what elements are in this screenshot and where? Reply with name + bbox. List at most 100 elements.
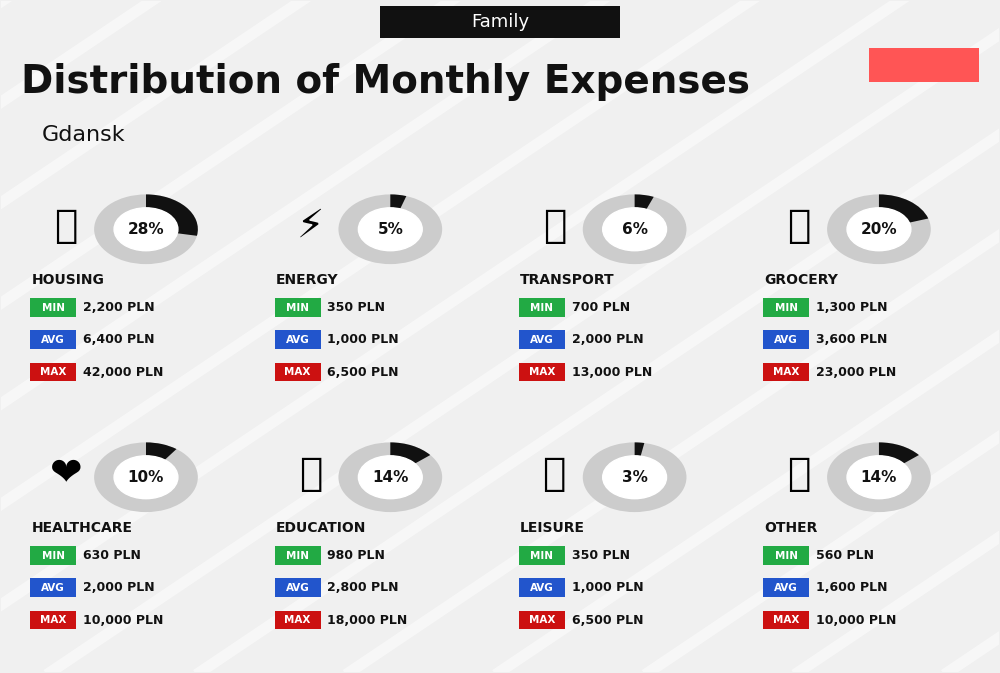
Text: Distribution of Monthly Expenses: Distribution of Monthly Expenses — [21, 63, 750, 101]
Text: AVG: AVG — [530, 583, 554, 593]
FancyBboxPatch shape — [30, 330, 76, 349]
Text: 42,000 PLN: 42,000 PLN — [83, 365, 164, 378]
Circle shape — [847, 208, 911, 251]
Text: 6,400 PLN: 6,400 PLN — [83, 333, 155, 347]
Text: 10,000 PLN: 10,000 PLN — [83, 614, 164, 627]
Text: 🛒: 🛒 — [787, 207, 811, 245]
Text: 6,500 PLN: 6,500 PLN — [572, 614, 643, 627]
Text: 18,000 PLN: 18,000 PLN — [327, 614, 408, 627]
Text: GROCERY: GROCERY — [764, 273, 838, 287]
FancyBboxPatch shape — [763, 330, 809, 349]
Circle shape — [114, 456, 178, 499]
Text: 10,000 PLN: 10,000 PLN — [816, 614, 896, 627]
Circle shape — [603, 208, 667, 251]
Wedge shape — [583, 442, 686, 512]
FancyBboxPatch shape — [519, 579, 565, 597]
Text: MAX: MAX — [40, 367, 66, 377]
Text: MAX: MAX — [773, 367, 799, 377]
Text: MIN: MIN — [530, 551, 553, 561]
Text: LEISURE: LEISURE — [520, 520, 585, 534]
Text: MIN: MIN — [530, 303, 553, 313]
Wedge shape — [879, 442, 919, 464]
Text: 23,000 PLN: 23,000 PLN — [816, 365, 896, 378]
Text: HEALTHCARE: HEALTHCARE — [31, 520, 132, 534]
Text: ⚡: ⚡ — [297, 207, 324, 245]
Text: TRANSPORT: TRANSPORT — [520, 273, 615, 287]
Text: MIN: MIN — [775, 551, 798, 561]
FancyBboxPatch shape — [519, 330, 565, 349]
FancyBboxPatch shape — [519, 610, 565, 629]
Text: 350 PLN: 350 PLN — [327, 302, 385, 314]
Text: AVG: AVG — [41, 335, 65, 345]
Circle shape — [847, 456, 911, 499]
FancyBboxPatch shape — [275, 610, 320, 629]
Text: 5%: 5% — [377, 222, 403, 237]
Text: 13,000 PLN: 13,000 PLN — [572, 365, 652, 378]
Text: 980 PLN: 980 PLN — [327, 549, 385, 562]
Text: 350 PLN: 350 PLN — [572, 549, 630, 562]
Text: 630 PLN: 630 PLN — [83, 549, 141, 562]
Text: Family: Family — [471, 13, 529, 31]
Text: 🛍️: 🛍️ — [543, 455, 567, 493]
Text: AVG: AVG — [774, 583, 798, 593]
Text: 2,000 PLN: 2,000 PLN — [572, 333, 643, 347]
Text: MAX: MAX — [284, 615, 311, 625]
FancyBboxPatch shape — [763, 363, 809, 382]
Wedge shape — [635, 442, 644, 456]
Text: AVG: AVG — [530, 335, 554, 345]
Wedge shape — [146, 442, 176, 460]
Text: 1,000 PLN: 1,000 PLN — [572, 581, 643, 594]
Text: EDUCATION: EDUCATION — [276, 520, 366, 534]
Text: MAX: MAX — [529, 615, 555, 625]
Text: 1,300 PLN: 1,300 PLN — [816, 302, 888, 314]
Wedge shape — [827, 442, 931, 512]
Wedge shape — [879, 194, 928, 223]
Text: 2,800 PLN: 2,800 PLN — [327, 581, 399, 594]
Text: 10%: 10% — [128, 470, 164, 485]
Wedge shape — [390, 194, 406, 209]
Text: 3%: 3% — [622, 470, 648, 485]
FancyBboxPatch shape — [763, 298, 809, 317]
Text: 1,000 PLN: 1,000 PLN — [327, 333, 399, 347]
Text: MIN: MIN — [775, 303, 798, 313]
FancyBboxPatch shape — [763, 610, 809, 629]
Text: 1,600 PLN: 1,600 PLN — [816, 581, 888, 594]
Text: 💰: 💰 — [787, 455, 811, 493]
Wedge shape — [338, 194, 442, 264]
FancyBboxPatch shape — [30, 546, 76, 565]
Wedge shape — [390, 442, 430, 464]
Text: ❤️: ❤️ — [50, 455, 83, 493]
Text: 🎓: 🎓 — [299, 455, 322, 493]
Text: MIN: MIN — [286, 551, 309, 561]
Wedge shape — [635, 194, 654, 209]
Wedge shape — [338, 442, 442, 512]
Text: ENERGY: ENERGY — [276, 273, 338, 287]
Text: MAX: MAX — [40, 615, 66, 625]
FancyBboxPatch shape — [763, 579, 809, 597]
Text: MAX: MAX — [284, 367, 311, 377]
Text: 🚌: 🚌 — [543, 207, 567, 245]
Circle shape — [114, 208, 178, 251]
Text: 3,600 PLN: 3,600 PLN — [816, 333, 887, 347]
Text: 14%: 14% — [861, 470, 897, 485]
FancyBboxPatch shape — [275, 579, 320, 597]
Text: MIN: MIN — [42, 303, 65, 313]
Text: 🏢: 🏢 — [55, 207, 78, 245]
Wedge shape — [583, 194, 686, 264]
Wedge shape — [146, 194, 198, 236]
Text: AVG: AVG — [41, 583, 65, 593]
Text: AVG: AVG — [774, 335, 798, 345]
FancyBboxPatch shape — [30, 298, 76, 317]
FancyBboxPatch shape — [519, 546, 565, 565]
Wedge shape — [94, 442, 198, 512]
Text: 2,000 PLN: 2,000 PLN — [83, 581, 155, 594]
Text: MAX: MAX — [529, 367, 555, 377]
Text: AVG: AVG — [286, 335, 309, 345]
Text: 560 PLN: 560 PLN — [816, 549, 874, 562]
Wedge shape — [94, 194, 198, 264]
Text: 700 PLN: 700 PLN — [572, 302, 630, 314]
FancyBboxPatch shape — [275, 298, 320, 317]
Text: 6,500 PLN: 6,500 PLN — [327, 365, 399, 378]
Text: MIN: MIN — [42, 551, 65, 561]
FancyBboxPatch shape — [30, 610, 76, 629]
